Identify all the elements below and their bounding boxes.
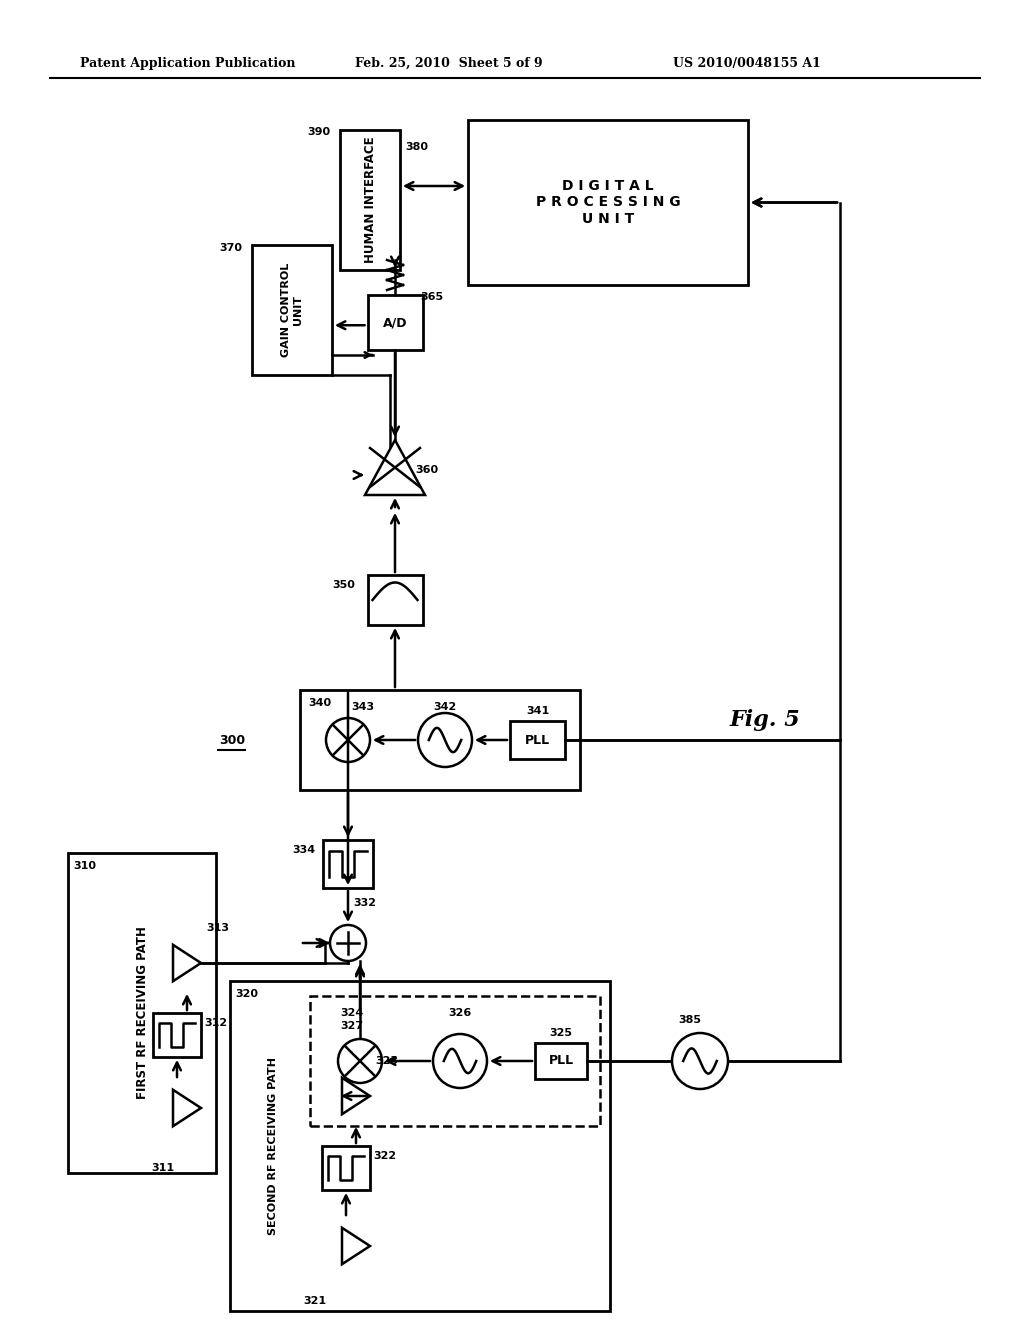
Circle shape [418, 713, 472, 767]
Text: 324: 324 [340, 1008, 364, 1018]
Bar [322, 1146, 370, 1191]
Text: 390: 390 [307, 127, 330, 137]
Text: 385: 385 [679, 1015, 701, 1026]
Text: 342: 342 [433, 702, 457, 711]
Bar [310, 997, 600, 1126]
Text: 310: 310 [73, 861, 96, 871]
Text: 370: 370 [219, 243, 242, 253]
Polygon shape [173, 1090, 201, 1126]
Text: SECOND RF RECEIVING PATH: SECOND RF RECEIVING PATH [268, 1057, 278, 1236]
Text: 334: 334 [292, 845, 315, 855]
Text: PLL: PLL [549, 1055, 573, 1068]
Text: 300: 300 [219, 734, 245, 747]
Text: PLL: PLL [525, 734, 550, 747]
Circle shape [338, 1039, 382, 1082]
Text: 341: 341 [526, 706, 549, 715]
Text: 360: 360 [415, 465, 438, 475]
Text: 326: 326 [449, 1008, 472, 1018]
Text: 332: 332 [353, 898, 376, 908]
Polygon shape [365, 440, 425, 495]
Text: 311: 311 [152, 1163, 174, 1173]
Circle shape [433, 1034, 487, 1088]
Bar [68, 853, 216, 1173]
Text: Fig. 5: Fig. 5 [730, 709, 801, 731]
Text: 350: 350 [333, 579, 355, 590]
Bar [230, 981, 610, 1311]
Bar [368, 294, 423, 350]
Text: Feb. 25, 2010  Sheet 5 of 9: Feb. 25, 2010 Sheet 5 of 9 [355, 57, 543, 70]
Text: 312: 312 [204, 1018, 227, 1028]
Text: 322: 322 [373, 1151, 396, 1162]
Bar [252, 246, 332, 375]
Polygon shape [342, 1078, 370, 1114]
Circle shape [326, 718, 370, 762]
Text: GAIN CONTROL
UNIT: GAIN CONTROL UNIT [282, 263, 303, 358]
Bar [340, 129, 400, 271]
Bar [510, 721, 565, 759]
Text: US 2010/0048155 A1: US 2010/0048155 A1 [673, 57, 821, 70]
Bar [535, 1043, 587, 1078]
Circle shape [330, 925, 366, 961]
Text: 327: 327 [340, 1020, 364, 1031]
Bar [153, 1012, 201, 1057]
Bar [368, 576, 423, 624]
Text: 321: 321 [303, 1296, 327, 1305]
Text: 380: 380 [406, 143, 428, 152]
Text: 325: 325 [550, 1028, 572, 1038]
Text: 313: 313 [206, 923, 229, 933]
Text: 320: 320 [234, 989, 258, 999]
Text: D I G I T A L
P R O C E S S I N G
U N I T: D I G I T A L P R O C E S S I N G U N I … [536, 180, 680, 226]
Text: HUMAN INTERFACE: HUMAN INTERFACE [364, 137, 377, 263]
Bar [323, 840, 373, 888]
Polygon shape [173, 945, 201, 981]
Text: 365: 365 [420, 292, 443, 302]
Text: Patent Application Publication: Patent Application Publication [80, 57, 296, 70]
Polygon shape [342, 1228, 370, 1265]
Bar [300, 690, 580, 789]
Text: 343: 343 [351, 702, 374, 711]
Text: 340: 340 [308, 698, 331, 708]
Circle shape [672, 1034, 728, 1089]
Text: FIRST RF RECEIVING PATH: FIRST RF RECEIVING PATH [135, 927, 148, 1100]
Text: 323: 323 [375, 1056, 398, 1067]
Bar [468, 120, 748, 285]
Text: A/D: A/D [383, 315, 408, 329]
